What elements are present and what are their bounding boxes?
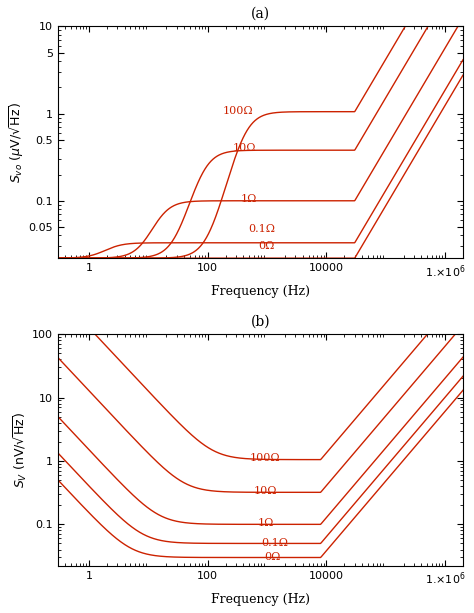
- Text: 100Ω: 100Ω: [223, 105, 254, 116]
- Text: 10Ω: 10Ω: [232, 143, 256, 153]
- Text: 1Ω: 1Ω: [241, 194, 257, 204]
- Title: (b): (b): [251, 315, 270, 329]
- Text: 1Ω: 1Ω: [258, 518, 274, 528]
- Text: 0.1Ω: 0.1Ω: [248, 224, 275, 234]
- X-axis label: Frequency (Hz): Frequency (Hz): [211, 285, 310, 298]
- Text: 0Ω: 0Ω: [264, 552, 281, 563]
- Text: 100Ω: 100Ω: [249, 454, 280, 463]
- Text: 0.1Ω: 0.1Ω: [261, 538, 288, 548]
- Title: (a): (a): [251, 7, 270, 21]
- Y-axis label: $S_V$ (nV/$\sqrt{\mathrm{Hz}}$): $S_V$ (nV/$\sqrt{\mathrm{Hz}}$): [11, 412, 29, 489]
- Text: 10Ω: 10Ω: [254, 485, 277, 496]
- Y-axis label: $S_{vo}$ ($\mu$V/$\sqrt{\mathrm{Hz}}$): $S_{vo}$ ($\mu$V/$\sqrt{\mathrm{Hz}}$): [7, 102, 26, 183]
- X-axis label: Frequency (Hz): Frequency (Hz): [211, 593, 310, 606]
- Text: 0Ω: 0Ω: [258, 242, 274, 251]
